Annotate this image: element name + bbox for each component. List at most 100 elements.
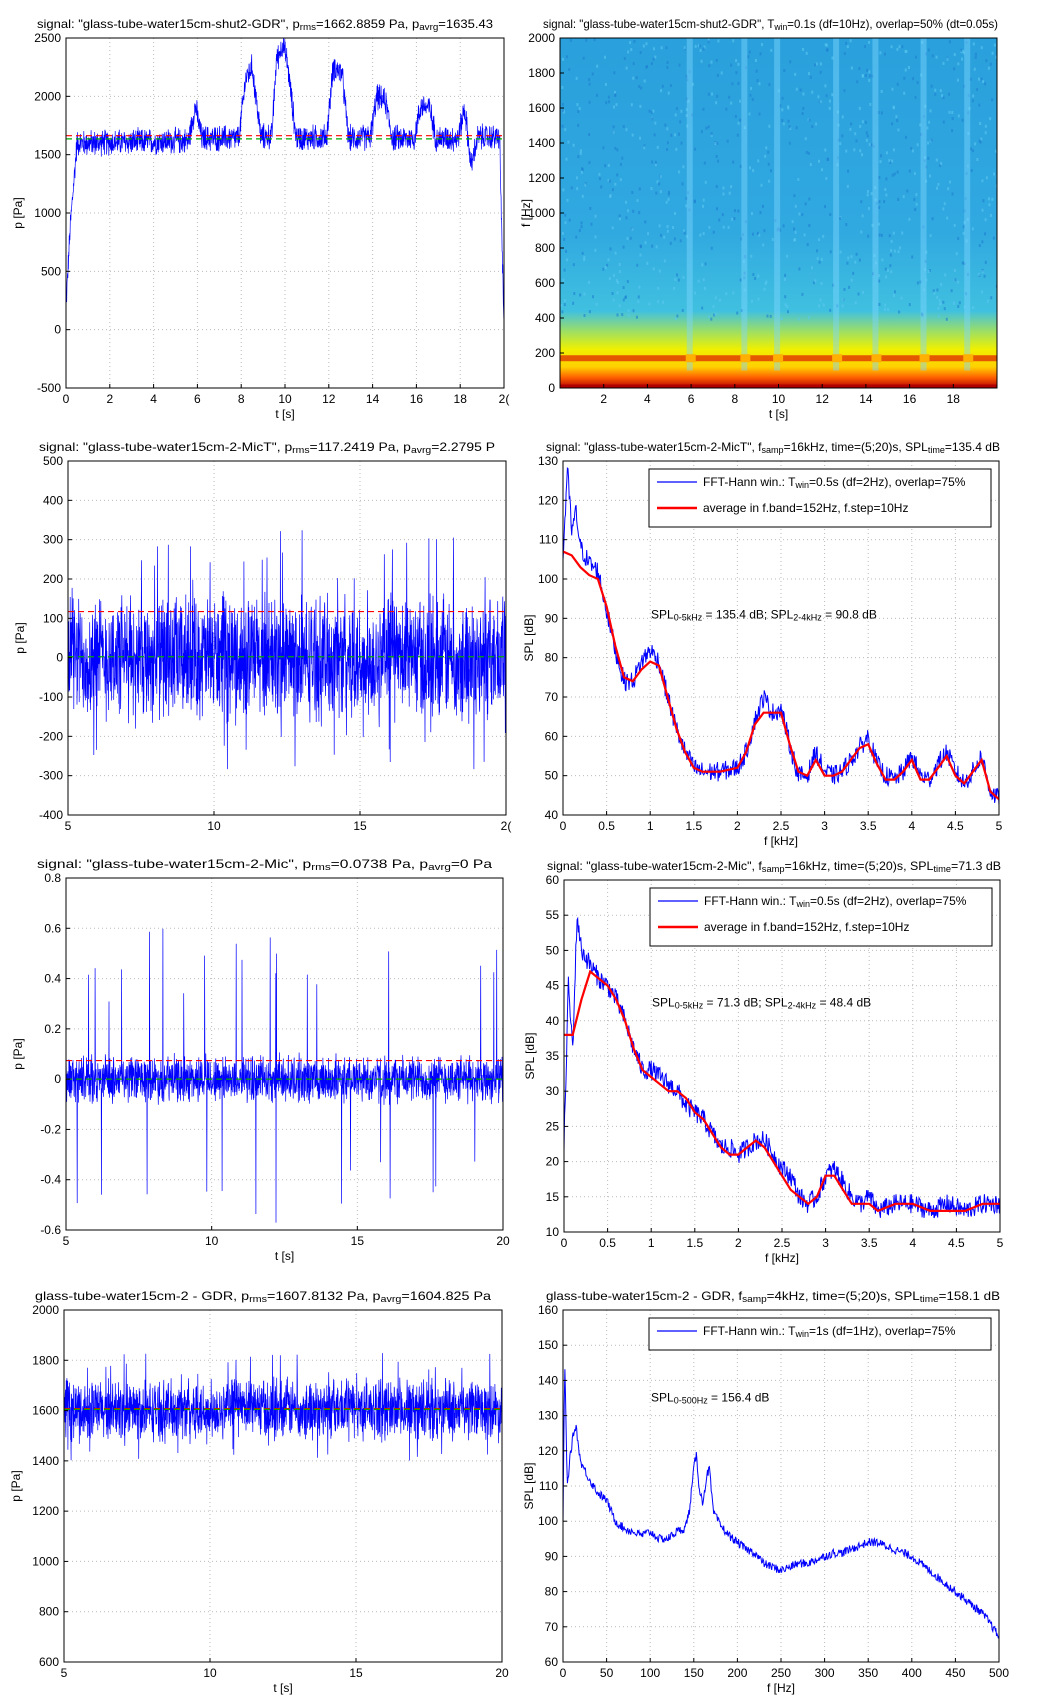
- tick-label-y: 1600: [528, 101, 555, 115]
- spectrogram-cell: [687, 191, 690, 195]
- spectrogram-cell: [942, 96, 945, 100]
- spectrogram-cell: [594, 235, 597, 239]
- spectrogram-cell: [897, 197, 900, 201]
- tick-label-x: 2: [735, 1236, 742, 1250]
- spectrogram-cell: [561, 109, 564, 113]
- spectrogram-cell: [619, 178, 622, 182]
- spectrogram-cell: [853, 148, 856, 152]
- spectrogram-cell: [635, 315, 638, 319]
- spectrogram-band-gap: [685, 354, 696, 363]
- spectrogram-cell: [711, 92, 714, 96]
- spectrogram-cell: [652, 267, 655, 271]
- spectrogram-cell: [957, 62, 960, 66]
- spectrogram-cell: [715, 154, 718, 158]
- spectrogram-cell: [977, 77, 980, 81]
- tick-label-x: 0.5: [599, 1236, 616, 1250]
- spectrogram-cell: [744, 255, 747, 259]
- spectrogram-cell: [822, 234, 825, 238]
- spectrogram-cell: [607, 258, 610, 262]
- spectrogram-cell: [841, 304, 844, 308]
- text-part: signal: "glass-tube-water15cm-2-MicT", f: [546, 440, 762, 454]
- spectrogram-cell: [850, 278, 853, 282]
- spectrogram-cell: [788, 125, 791, 129]
- spectrogram-field: [560, 38, 997, 388]
- tick-label-y: 60: [545, 729, 559, 743]
- spectrogram-cell: [865, 138, 868, 142]
- spectrogram-cell: [924, 259, 927, 263]
- spectrogram-cell: [936, 295, 939, 299]
- spectrogram-cell: [866, 68, 869, 72]
- spectrogram-cell: [665, 46, 668, 50]
- spectrogram-cell: [920, 73, 923, 77]
- spectrogram-cell: [981, 290, 984, 294]
- spectrogram-cell: [846, 45, 849, 49]
- spectrogram-cell: [771, 237, 774, 241]
- spectrogram-cell: [579, 149, 582, 153]
- tick-label-y: 0.6: [44, 921, 61, 935]
- spectrogram-cell: [953, 53, 956, 57]
- spectrogram-cell: [819, 70, 822, 74]
- spectrogram-cell: [786, 254, 789, 258]
- spectrogram-cell: [667, 197, 670, 201]
- spectrogram-cell: [943, 307, 946, 311]
- spectrogram-cell: [652, 57, 655, 61]
- spectrogram-cell: [924, 104, 927, 108]
- spectrogram-cell: [846, 184, 849, 188]
- spectrogram-cell: [779, 104, 782, 108]
- tick-label-x: 10: [772, 392, 786, 406]
- spectrogram-cell: [965, 41, 968, 45]
- spectrogram-cell: [934, 92, 937, 96]
- spectrogram-cell: [906, 189, 909, 193]
- spectrogram-cell: [675, 147, 678, 151]
- spectrogram-cell: [667, 192, 670, 196]
- spectrogram-cell: [639, 136, 642, 140]
- spectrogram-cell: [758, 233, 761, 237]
- spectrogram-cell: [685, 196, 688, 200]
- spectrogram-cell: [878, 273, 881, 277]
- text-part: = 71.3 dB; SPL: [703, 996, 788, 1010]
- spectrogram-cell: [937, 306, 940, 310]
- spectrogram-cell: [644, 241, 647, 245]
- spectrogram-cell: [884, 303, 887, 307]
- subscript: avrg: [428, 862, 451, 872]
- spectrogram-cell: [969, 77, 972, 81]
- spectrogram-cell: [588, 82, 591, 86]
- tick-label-y: 50: [545, 769, 559, 783]
- spectrogram-cell: [923, 288, 926, 292]
- text-part: signal: "glass-tube-water15cm-shut2-GDR"…: [37, 17, 300, 31]
- spectrogram-cell: [629, 236, 632, 240]
- spectrogram-cell: [627, 50, 630, 54]
- spectrogram-cell: [710, 317, 713, 321]
- tick-label-y: 70: [545, 690, 559, 704]
- tick-label-x: 6: [194, 392, 201, 406]
- spectrogram-cell: [658, 224, 661, 228]
- tick-label-x: 1: [648, 1236, 655, 1250]
- spectrogram-cell: [739, 99, 742, 103]
- spectrogram-cell: [676, 273, 679, 277]
- tick-label-x: 15: [351, 1234, 365, 1248]
- spectrogram-cell: [908, 169, 911, 173]
- spectrogram-cell: [854, 132, 857, 136]
- text-part: =135.4 dB: [945, 440, 1000, 454]
- spectrogram-cell: [625, 216, 628, 220]
- spectrogram-cell: [616, 173, 619, 177]
- spectrogram-cell: [704, 180, 707, 184]
- text-part: FFT-Hann win.: T: [703, 475, 796, 489]
- spectrogram-cell: [710, 246, 713, 250]
- spectrogram-cell: [659, 233, 662, 237]
- spectrogram-cell: [665, 200, 668, 204]
- spectrogram-cell: [852, 271, 855, 275]
- spectrogram-cell: [655, 245, 658, 249]
- subscript: 2-4kHz: [788, 1001, 817, 1011]
- spectrogram-cell: [683, 46, 686, 50]
- tick-label-x: 12: [816, 392, 830, 406]
- spectrogram-cell: [715, 101, 718, 105]
- tick-label-y: 110: [539, 1479, 558, 1493]
- text-part: SPL: [651, 1391, 674, 1405]
- spectrogram-cell: [686, 124, 689, 128]
- spectrogram-cell: [627, 209, 630, 213]
- spectrogram-cell: [656, 180, 659, 184]
- spectrogram-cell: [892, 294, 895, 298]
- spectrogram-cell: [816, 257, 819, 261]
- spectrogram-cell: [630, 103, 633, 107]
